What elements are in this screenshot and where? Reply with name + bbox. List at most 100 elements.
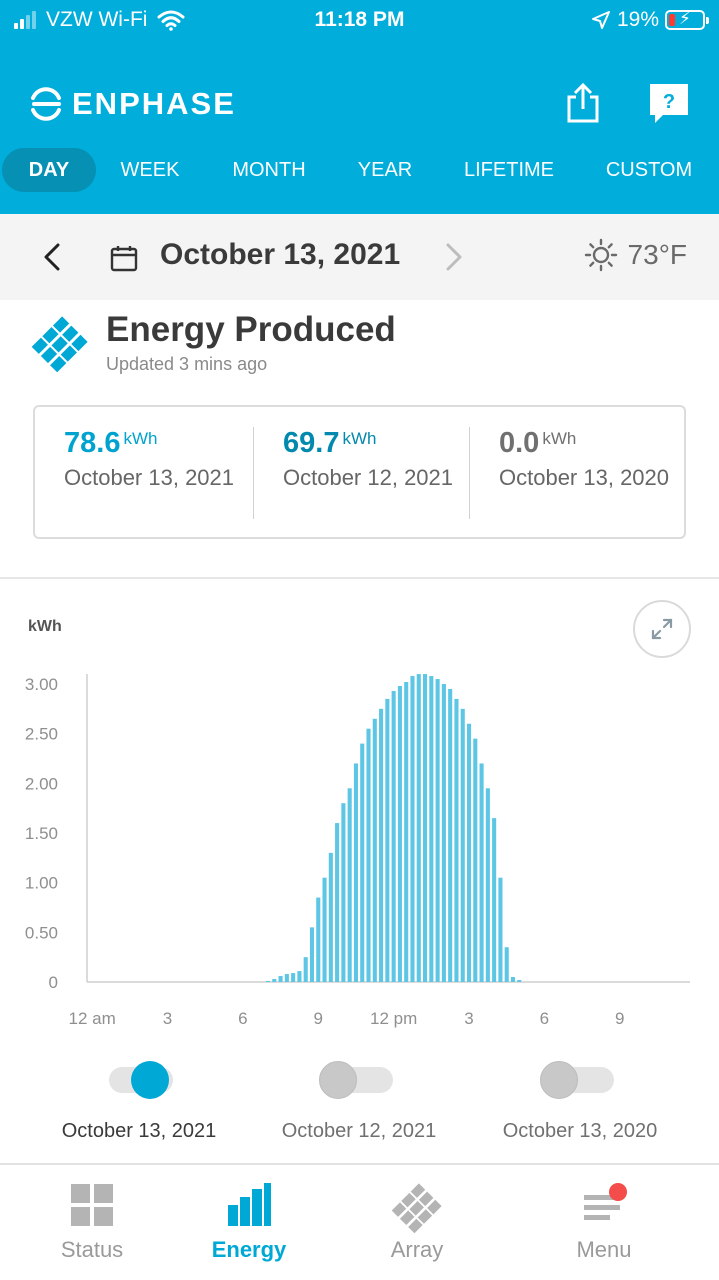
menu-icon: [584, 1183, 627, 1220]
x-tick-label: 9: [615, 1009, 624, 1028]
x-tick-label: 12 am: [69, 1009, 116, 1028]
expand-icon: [651, 618, 673, 640]
period-tabs: DAY WEEK MONTH YEAR LIFETIME CUSTOM: [0, 148, 719, 192]
bar: [265, 981, 271, 982]
wifi-icon: [157, 10, 185, 31]
stat-last-year: 0.0 kWh October 13, 2020: [499, 427, 699, 491]
nav-array[interactable]: Array: [347, 1183, 487, 1263]
next-day-button[interactable]: [436, 238, 470, 276]
nav-status[interactable]: Status: [22, 1183, 162, 1263]
stat-unit: kWh: [542, 429, 577, 448]
enphase-logo: ENPHASE: [28, 86, 236, 122]
nav-label: Status: [60, 1237, 124, 1262]
bar: [485, 788, 490, 982]
sun-icon: [584, 238, 617, 272]
legend-last-year: October 13, 2020: [470, 1060, 690, 1143]
legend-today: October 13, 2021: [29, 1060, 249, 1143]
help-bubble-icon: ?: [650, 84, 688, 123]
cellular-signal-icon: [14, 11, 38, 29]
tab-lifetime[interactable]: LIFETIME: [463, 159, 554, 181]
date-bar: October 13, 2021 73°F: [0, 214, 719, 300]
bar: [297, 971, 302, 982]
temperature: 73°F: [627, 239, 687, 270]
chart-y-axis-label: kWh: [28, 618, 62, 635]
brand-name: ENPHASE: [72, 86, 236, 121]
calendar-icon[interactable]: [110, 244, 138, 272]
bar: [284, 974, 289, 982]
panel-array-icon: [392, 1183, 442, 1233]
y-tick-label: 2.50: [25, 725, 58, 744]
tab-week[interactable]: WEEK: [120, 159, 180, 181]
nav-menu[interactable]: Menu: [534, 1183, 674, 1263]
bar: [479, 763, 484, 982]
y-tick-label: 3.00: [25, 675, 58, 694]
bar: [504, 947, 509, 982]
y-tick-label: 1.00: [25, 874, 58, 893]
tab-month[interactable]: MONTH: [232, 159, 306, 181]
bar: [448, 688, 453, 982]
nav-energy[interactable]: Energy: [179, 1183, 319, 1263]
stat-date: October 12, 2021: [283, 465, 454, 490]
bar: [423, 674, 428, 982]
bar: [335, 823, 340, 982]
app-header: ENPHASE ? DAY WEEK MONTH YEAR LIFETIME C…: [0, 40, 719, 214]
stat-unit: kWh: [123, 429, 158, 448]
toggle-october-13-2021[interactable]: [99, 1060, 179, 1100]
toggle-october-13-2020[interactable]: [540, 1060, 620, 1100]
bar: [360, 743, 365, 982]
last-updated: Updated 3 mins ago: [106, 354, 268, 374]
chevron-right-icon: [446, 243, 462, 271]
section-divider: [0, 577, 719, 579]
bar: [466, 723, 472, 982]
help-button[interactable]: ?: [646, 80, 692, 126]
bar: [416, 674, 421, 982]
expand-chart-button[interactable]: [633, 600, 691, 658]
bar: [309, 927, 315, 982]
bar: [498, 877, 503, 982]
solar-panel-icon: [32, 316, 88, 372]
x-tick-label: 3: [464, 1009, 473, 1028]
stat-today: 78.6 kWh October 13, 2021: [64, 427, 264, 491]
weather: 73°F: [584, 238, 687, 272]
y-tick-label: 0: [49, 973, 58, 992]
legend-label: October 13, 2021: [61, 1120, 217, 1142]
energy-bar-chart: 0 0.50 1.00 1.50 2.00 2.50 3.00 12 am 3 6 9 12 pm 3 6…: [25, 674, 690, 1028]
stat-unit: kWh: [342, 429, 377, 448]
bar: [435, 679, 440, 982]
toggle-october-12-2021[interactable]: [319, 1060, 399, 1100]
share-icon: [567, 82, 599, 123]
share-button[interactable]: [560, 80, 606, 126]
status-left: VZW Wi-Fi: [14, 8, 185, 32]
bar: [441, 684, 446, 982]
bar: [385, 698, 390, 982]
battery-percent: 19%: [616, 8, 659, 31]
bar: [379, 708, 384, 982]
selected-date[interactable]: October 13, 2021: [160, 238, 401, 271]
tab-year[interactable]: YEAR: [357, 159, 413, 181]
bar: [492, 818, 497, 982]
x-tick-label: 3: [163, 1009, 172, 1028]
x-tick-label: 6: [540, 1009, 549, 1028]
bar: [372, 718, 377, 982]
grid-icon: [71, 1184, 113, 1226]
stat-value: 69.7: [283, 427, 340, 459]
bar: [341, 803, 346, 982]
stat-date: October 13, 2020: [499, 465, 670, 490]
enphase-logo-icon: [31, 87, 61, 121]
bar: [366, 728, 371, 982]
bar: [460, 708, 465, 982]
battery-icon: ⚡: [665, 9, 709, 30]
bar: [429, 676, 434, 982]
bar-chart-icon: [228, 1183, 271, 1226]
legend-label: October 13, 2020: [502, 1120, 658, 1142]
bar: [391, 690, 396, 982]
previous-day-button[interactable]: [36, 238, 70, 276]
bar: [316, 897, 321, 982]
energy-produced-title: Energy Produced: [106, 310, 396, 349]
stat-divider: [253, 427, 254, 519]
tab-day[interactable]: DAY: [2, 148, 96, 192]
tab-custom[interactable]: CUSTOM: [605, 159, 693, 181]
bar: [347, 788, 352, 982]
bar: [291, 973, 296, 982]
bar: [322, 877, 327, 982]
